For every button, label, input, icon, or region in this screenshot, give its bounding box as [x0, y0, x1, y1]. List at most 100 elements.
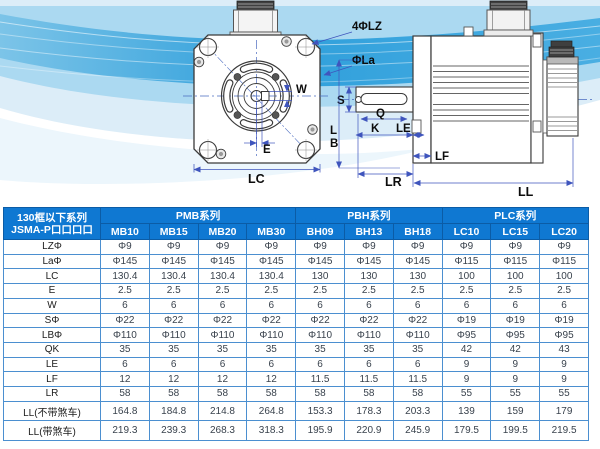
table-row: LE 6 6 6 6 6 6 6 9 9 9 — [3, 356, 589, 373]
spec-cell: 2.5 — [100, 283, 150, 299]
spec-cell: 179.5 — [441, 420, 492, 441]
row-label: LL(带煞车) — [3, 420, 101, 441]
table-header-group-row: 130框以下系列 JSMA-P口口口口 PMB系列 PBH系列 PLC系列 — [3, 207, 590, 240]
spec-table-body: LZΦ Φ9 Φ9 Φ9 Φ9 Φ9 Φ9 Φ9 Φ9 Φ9 Φ9 LaΦ Φ145 Φ145 Φ145 Φ1… — [3, 239, 589, 441]
row-label: E — [3, 283, 101, 299]
spec-cell: 214.8 — [197, 400, 248, 422]
spec-cell: Φ9 — [246, 239, 297, 255]
spec-cell: Φ95 — [441, 327, 492, 343]
dim-b-label: B — [330, 138, 338, 150]
spec-cell: 6 — [100, 356, 150, 373]
table-row: LC 130.4 130.4 130.4 130.4 130 130 130 100 100 100 — [3, 268, 589, 285]
spec-cell: Φ145 — [100, 253, 150, 270]
dim-l-label: L — [330, 125, 337, 137]
spec-cell: 2.5 — [490, 283, 541, 299]
spec-cell: 6 — [392, 297, 443, 314]
model-header: LC15 — [490, 223, 541, 240]
model-header: MB10 — [100, 223, 150, 240]
spec-cell: 55 — [441, 386, 492, 402]
model-header: BH18 — [392, 223, 443, 240]
row-label: LE — [3, 356, 101, 373]
spec-cell: 130.4 — [100, 268, 150, 285]
spec-cell: 179 — [539, 400, 589, 422]
spec-cell: 318.3 — [246, 420, 297, 441]
series-group-header: PBH系列 — [295, 207, 443, 224]
spec-cell: 164.8 — [100, 400, 150, 422]
spec-cell: 130 — [343, 268, 394, 285]
spec-cell: 11.5 — [343, 371, 394, 388]
spec-cell: 6 — [246, 356, 297, 373]
dimension-diagrams: W E LC 4ΦLZ ΦLa — [183, 0, 592, 199]
spec-cell: 6 — [148, 356, 199, 373]
row-label: LZΦ — [3, 239, 101, 255]
spec-cell: Φ110 — [197, 327, 248, 343]
spec-cell: 178.3 — [343, 400, 394, 422]
table-header-model-row: MB10 MB15 MB20 MB30 BH09 BH13 BH18 LC10 LC15 LC20 — [4, 223, 589, 240]
spec-cell: 6 — [197, 297, 248, 314]
spec-cell: 219.3 — [100, 420, 150, 441]
spec-cell: 35 — [100, 341, 150, 358]
spec-cell: Φ145 — [343, 253, 394, 270]
spec-cell: 100 — [441, 268, 492, 285]
spec-cell: Φ95 — [490, 327, 541, 343]
table-row: LBΦ Φ110 Φ110 Φ110 Φ110 Φ110 Φ110 Φ110 Φ95 Φ95 Φ95 — [3, 327, 589, 343]
spec-cell: 58 — [148, 386, 199, 402]
spec-cell: 6 — [539, 297, 589, 314]
spec-cell: Φ22 — [343, 312, 394, 329]
model-header: BH13 — [343, 223, 394, 240]
spec-cell: Φ22 — [148, 312, 199, 329]
spec-cell: 12 — [197, 371, 248, 388]
spec-cell: 58 — [392, 386, 443, 402]
spec-cell: Φ145 — [197, 253, 248, 270]
spec-cell: Φ9 — [392, 239, 443, 255]
spec-cell: 199.5 — [490, 420, 541, 441]
spec-cell: 55 — [490, 386, 541, 402]
spec-cell: Φ145 — [246, 253, 297, 270]
series-title-line2: JSMA-P口口口口 — [11, 223, 93, 236]
spec-cell: 130.4 — [148, 268, 199, 285]
spec-cell: 6 — [490, 297, 541, 314]
spec-cell: 35 — [343, 341, 394, 358]
spec-cell: 245.9 — [392, 420, 443, 441]
encoder-connector-icon — [548, 40, 575, 58]
spec-cell: Φ145 — [148, 253, 199, 270]
table-row: LL(带煞车) 219.3 239.3 268.3 318.3 195.9 220.9 245… — [3, 420, 589, 441]
spec-cell: Φ9 — [295, 239, 345, 255]
spec-cell: 6 — [441, 297, 492, 314]
dim-le-label: LE — [396, 123, 411, 135]
spec-cell: 58 — [295, 386, 345, 402]
spec-cell: Φ110 — [246, 327, 297, 343]
series-corner-cell: 130框以下系列 JSMA-P口口口口 — [3, 207, 101, 240]
table-row: LL(不带煞车) 164.8 184.8 214.8 264.8 153.3 178.3 20… — [3, 400, 589, 422]
spec-cell: Φ9 — [148, 239, 199, 255]
series-title-line1: 130框以下系列 — [16, 211, 88, 224]
spec-cell: 220.9 — [343, 420, 394, 441]
table-row: E 2.5 2.5 2.5 2.5 2.5 2.5 2.5 2.5 2.5 2.5 — [3, 283, 589, 299]
row-label: LBΦ — [3, 327, 101, 343]
spec-cell: Φ22 — [392, 312, 443, 329]
spec-cell: 9 — [539, 371, 589, 388]
spec-cell: 130 — [295, 268, 345, 285]
front-view-drawing: W E LC 4ΦLZ ΦLa — [183, 0, 382, 186]
dim-s-label: S — [337, 95, 345, 107]
table-row: LF 12 12 12 12 11.5 11.5 11.5 9 9 9 — [3, 371, 589, 388]
spec-cell: Φ110 — [148, 327, 199, 343]
dim-lf-label: LF — [435, 151, 449, 163]
spec-cell: Φ9 — [343, 239, 394, 255]
spec-cell: Φ9 — [490, 239, 541, 255]
dim-w-label: W — [296, 84, 307, 96]
spec-cell: Φ22 — [197, 312, 248, 329]
spec-cell: 2.5 — [539, 283, 589, 299]
spec-cell: 2.5 — [295, 283, 345, 299]
row-label: QK — [3, 341, 101, 358]
side-connector-icon — [483, 0, 534, 37]
spec-cell: Φ9 — [539, 239, 589, 255]
dim-ll-label: LL — [518, 185, 534, 199]
spec-cell: 153.3 — [295, 400, 345, 422]
spec-cell: Φ110 — [295, 327, 345, 343]
model-header: MB30 — [246, 223, 297, 240]
spec-cell: 6 — [343, 356, 394, 373]
spec-cell: 12 — [148, 371, 199, 388]
spec-cell: Φ115 — [539, 253, 589, 270]
